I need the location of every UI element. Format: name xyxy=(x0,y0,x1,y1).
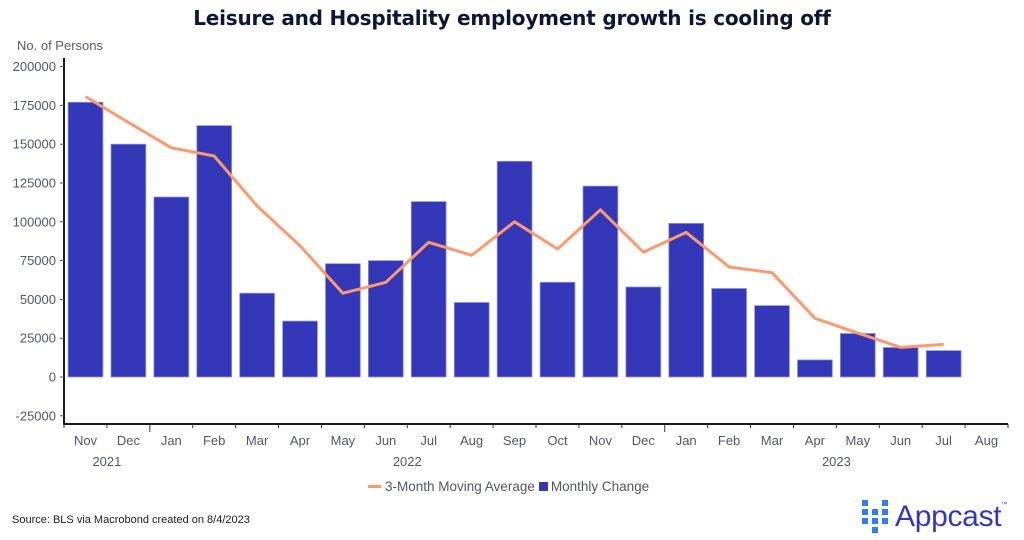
bar-2 xyxy=(153,196,190,378)
year-label: 2023 xyxy=(822,454,851,469)
legend-line-label: 3-Month Moving Average xyxy=(385,479,535,494)
bar-11 xyxy=(539,281,576,378)
y-tick-label: 0 xyxy=(49,370,56,385)
legend: 3-Month Moving Average Monthly Change xyxy=(368,479,649,494)
logo-text: Appcast xyxy=(895,500,1002,533)
x-tick-label: Aug xyxy=(460,433,483,448)
x-tick-label: Jun xyxy=(890,433,911,448)
y-tick-label: 100000 xyxy=(13,214,56,229)
bar-13 xyxy=(625,286,662,378)
legend-bar-label: Monthly Change xyxy=(550,479,650,494)
bar-12 xyxy=(582,185,619,378)
x-tick-label: Aug xyxy=(975,433,998,448)
bar-7 xyxy=(367,260,404,378)
bar-14 xyxy=(668,222,704,378)
y-tick-label: -25000 xyxy=(16,408,56,423)
x-tick-label: Oct xyxy=(547,433,568,448)
y-tick-label: 25000 xyxy=(20,331,56,346)
y-tick-label: 75000 xyxy=(20,253,56,268)
axes-layer: 200000 175000 150000 125000 100000 75000 50000… xyxy=(13,58,1009,469)
x-tick-label: Nov xyxy=(589,433,613,448)
source-note: Source: BLS via Macrobond created on 8/4… xyxy=(12,514,250,526)
bar-3 xyxy=(196,125,233,378)
logo-trademark: ™ xyxy=(1001,502,1008,508)
bars-layer xyxy=(67,101,962,378)
x-tick-label: Jun xyxy=(375,433,396,448)
x-tick-label: Apr xyxy=(805,433,826,448)
appcast-logo: Appcast ™ xyxy=(862,500,1007,534)
bar-5 xyxy=(282,320,318,378)
year-label: 2022 xyxy=(393,454,422,469)
x-tick-label: Jan xyxy=(676,433,697,448)
x-tick-label: Dec xyxy=(632,433,656,448)
x-tick-label: Mar xyxy=(761,433,784,448)
x-tick-label: May xyxy=(846,433,871,448)
legend-line-swatch xyxy=(368,485,381,488)
bar-9 xyxy=(453,302,490,378)
bar-20 xyxy=(925,350,962,378)
x-tick-label: Mar xyxy=(246,433,269,448)
line-layer xyxy=(84,95,944,349)
bar-4 xyxy=(239,292,275,378)
x-tick-label: Jul xyxy=(420,433,437,448)
x-tick-label: Sep xyxy=(503,433,526,448)
bar-15 xyxy=(711,288,747,378)
x-tick-label: Feb xyxy=(203,433,225,448)
bar-10 xyxy=(496,160,533,378)
bar-1 xyxy=(110,143,147,378)
x-tick-label: Nov xyxy=(74,433,98,448)
legend-bar-swatch xyxy=(538,482,548,491)
x-tick-label: Apr xyxy=(290,433,311,448)
bar-19 xyxy=(882,347,919,378)
chart-title: Leisure and Hospitality employment growt… xyxy=(193,6,831,30)
y-axis-label: No. of Persons xyxy=(17,38,103,53)
x-tick-label: Jul xyxy=(935,433,952,448)
y-tick-label: 150000 xyxy=(13,137,56,152)
x-tick-label: Dec xyxy=(117,433,141,448)
x-tick-label: Feb xyxy=(718,433,740,448)
bar-8 xyxy=(410,201,447,378)
y-tick-label: 125000 xyxy=(13,176,56,191)
bar-18 xyxy=(840,333,876,378)
bar-0 xyxy=(67,101,104,378)
x-tick-label: May xyxy=(331,433,356,448)
y-tick-label: 50000 xyxy=(20,292,56,307)
year-label: 2021 xyxy=(92,454,121,469)
bar-16 xyxy=(754,305,790,378)
logo-squares-icon xyxy=(862,500,890,534)
y-tick-label: 200000 xyxy=(13,59,56,74)
y-tick-label: 175000 xyxy=(13,98,56,113)
bar-17 xyxy=(797,359,833,378)
x-tick-label: Jan xyxy=(161,433,182,448)
